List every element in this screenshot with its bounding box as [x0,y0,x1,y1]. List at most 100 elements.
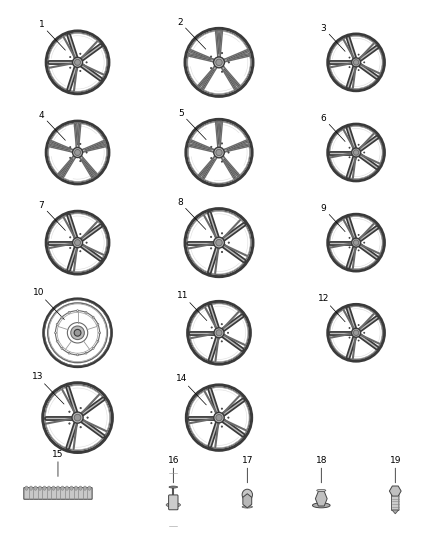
Ellipse shape [61,316,63,318]
Ellipse shape [61,486,64,490]
Ellipse shape [34,486,37,490]
Ellipse shape [97,324,99,325]
Text: 18: 18 [315,456,327,483]
Ellipse shape [80,407,81,409]
Ellipse shape [221,324,223,325]
Ellipse shape [52,486,55,490]
Ellipse shape [228,62,230,63]
Ellipse shape [211,337,212,338]
Ellipse shape [97,340,99,342]
Ellipse shape [221,426,223,427]
Ellipse shape [70,147,71,148]
Ellipse shape [221,232,223,234]
Ellipse shape [65,486,68,490]
Text: 7: 7 [39,201,65,230]
Ellipse shape [317,489,326,491]
Ellipse shape [86,242,87,243]
Ellipse shape [349,147,350,148]
Text: 9: 9 [321,204,345,232]
Ellipse shape [29,486,32,490]
Ellipse shape [86,62,87,63]
Ellipse shape [70,56,71,58]
Ellipse shape [358,69,359,71]
Ellipse shape [221,251,223,253]
Ellipse shape [166,503,180,507]
Ellipse shape [221,341,223,342]
Ellipse shape [352,58,360,67]
Ellipse shape [86,152,87,153]
Ellipse shape [88,486,91,490]
Text: 3: 3 [321,23,345,51]
Ellipse shape [56,324,58,325]
Ellipse shape [211,327,212,328]
Ellipse shape [210,236,212,238]
Ellipse shape [74,414,81,421]
Ellipse shape [55,332,57,334]
Polygon shape [389,486,401,496]
Text: 8: 8 [177,198,206,229]
Ellipse shape [92,316,94,318]
Ellipse shape [211,146,212,148]
Ellipse shape [211,411,212,413]
Ellipse shape [56,340,58,342]
Ellipse shape [99,332,101,334]
Ellipse shape [352,328,360,337]
Polygon shape [243,494,252,508]
Ellipse shape [87,417,88,418]
Ellipse shape [85,352,87,354]
Ellipse shape [364,152,365,153]
Ellipse shape [358,325,359,326]
Ellipse shape [214,413,224,423]
Ellipse shape [39,486,42,490]
Ellipse shape [216,59,222,66]
Polygon shape [392,510,399,514]
Ellipse shape [221,408,223,409]
Ellipse shape [353,150,359,155]
Text: 5: 5 [178,109,206,140]
Ellipse shape [353,240,359,245]
Ellipse shape [83,486,87,490]
Ellipse shape [73,58,83,67]
Ellipse shape [352,148,360,157]
Ellipse shape [214,147,224,158]
Ellipse shape [61,348,63,349]
Ellipse shape [358,235,359,236]
Ellipse shape [227,332,229,334]
Text: 1: 1 [39,20,65,50]
Ellipse shape [353,60,359,65]
Ellipse shape [349,57,350,58]
Ellipse shape [349,237,350,238]
Ellipse shape [80,160,81,161]
Text: 4: 4 [39,110,65,140]
Ellipse shape [216,415,222,421]
Ellipse shape [85,311,87,313]
Ellipse shape [80,251,81,252]
Ellipse shape [74,149,81,156]
Ellipse shape [349,247,350,248]
Text: 17: 17 [241,456,253,483]
Ellipse shape [216,330,222,336]
Ellipse shape [77,354,78,356]
Ellipse shape [228,417,229,418]
Ellipse shape [80,53,81,54]
Text: 15: 15 [52,450,64,477]
Ellipse shape [242,506,252,508]
Ellipse shape [242,489,252,500]
Ellipse shape [68,311,70,313]
Ellipse shape [358,250,359,251]
Ellipse shape [57,486,60,490]
Ellipse shape [79,486,82,490]
Ellipse shape [210,248,212,249]
Ellipse shape [69,411,70,413]
Ellipse shape [43,486,46,490]
Ellipse shape [221,52,223,54]
Ellipse shape [364,62,365,63]
Ellipse shape [358,160,359,161]
Text: 14: 14 [176,374,206,405]
Ellipse shape [214,57,224,68]
Ellipse shape [25,486,28,490]
Ellipse shape [68,352,70,354]
Ellipse shape [74,59,81,66]
Ellipse shape [210,56,212,57]
Text: 11: 11 [177,291,207,320]
